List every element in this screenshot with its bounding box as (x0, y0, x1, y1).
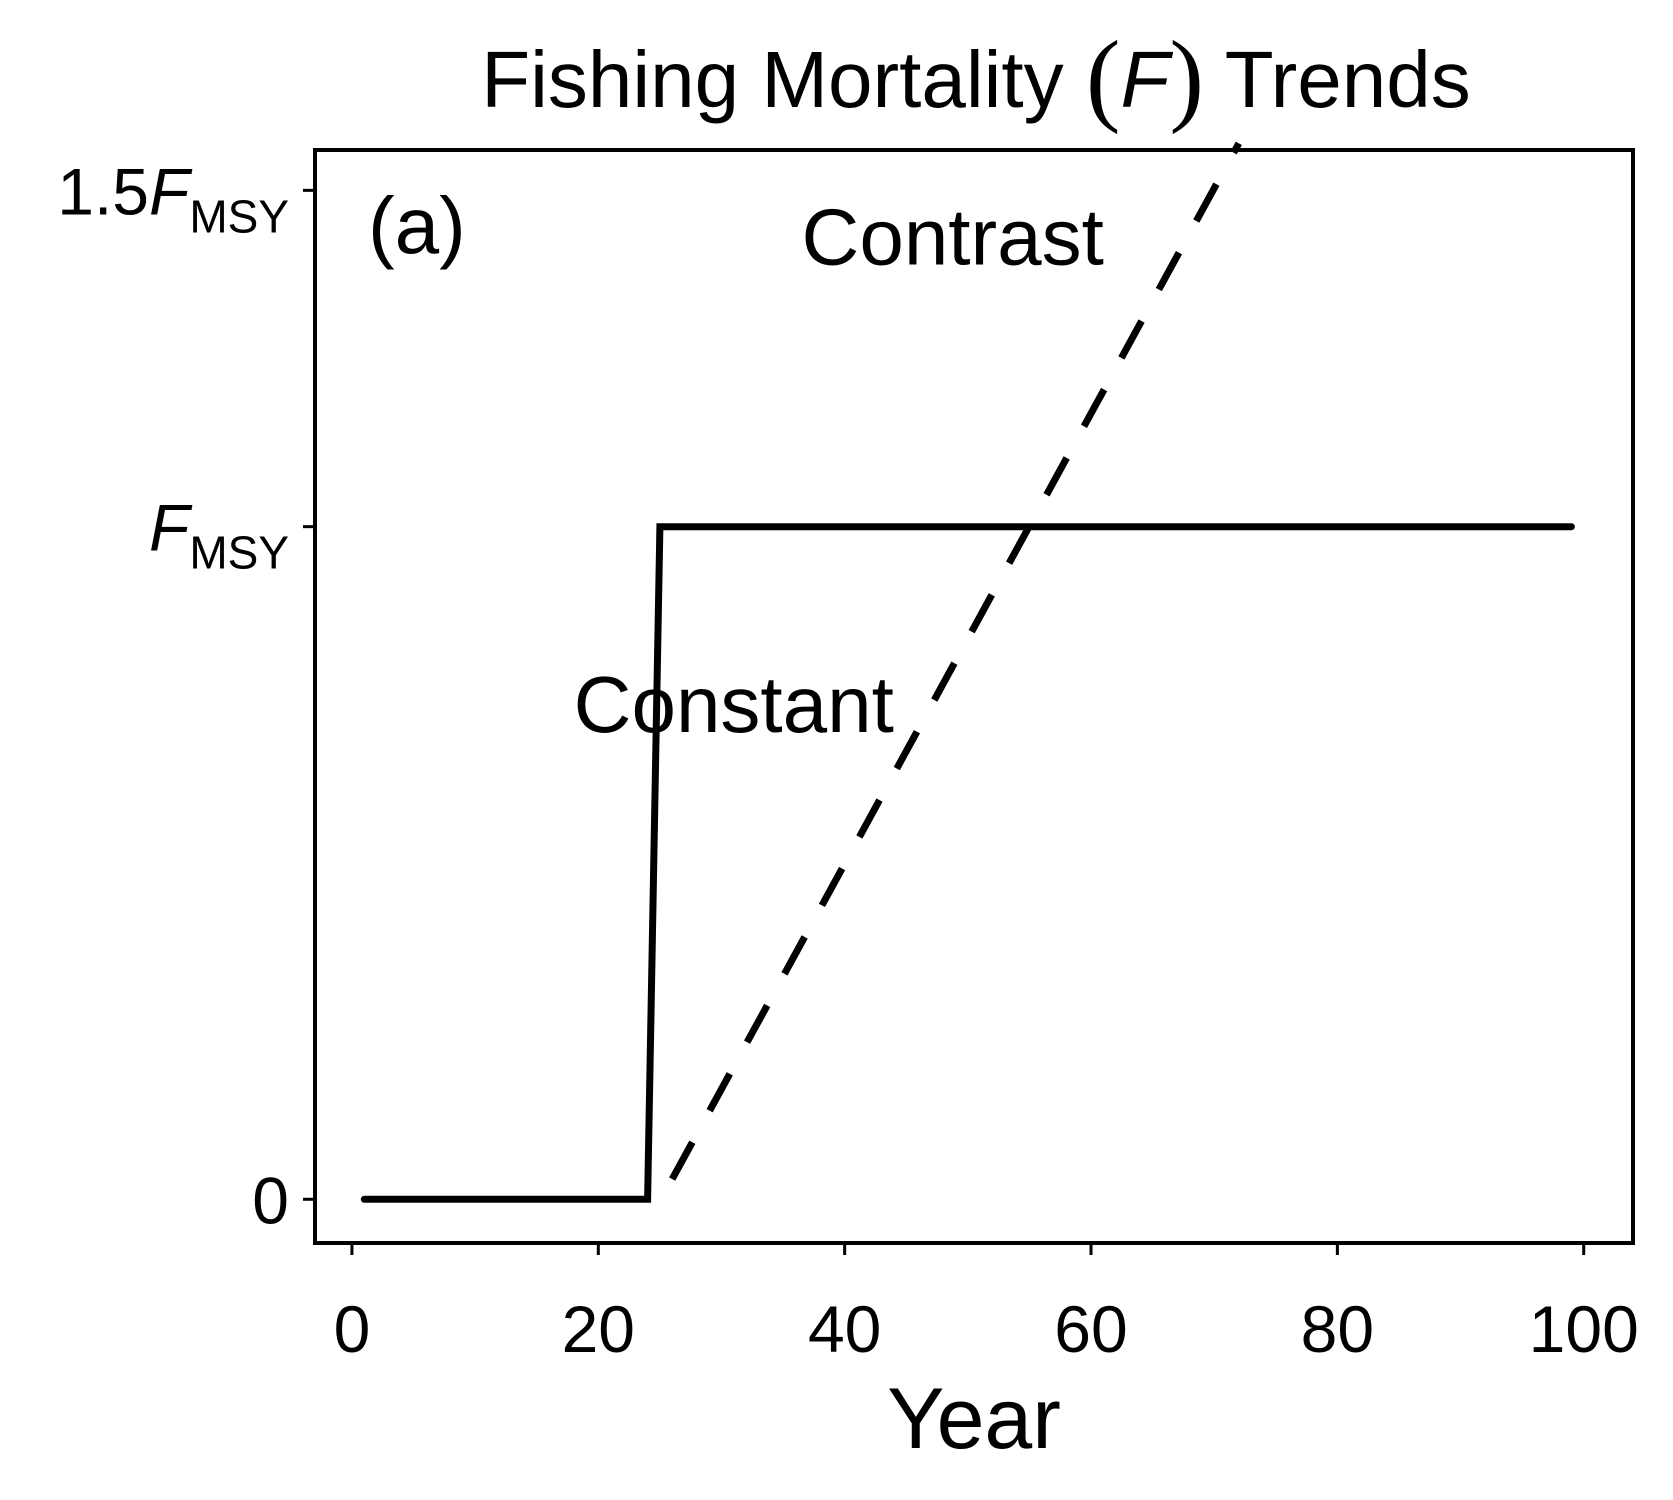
panel-label: (a) (368, 181, 466, 270)
series-annotation: Constant (574, 660, 894, 749)
x-tick-label: 100 (1529, 1292, 1639, 1366)
annotation-layer: Contrast Constant (574, 192, 1104, 748)
x-tick-label: 20 (562, 1292, 635, 1366)
series-line-contrast (669, 141, 1242, 1181)
chart-title-suffix: Trends (1204, 35, 1471, 124)
series-line-constant (360, 523, 1575, 1203)
x-axis: 0 20 40 60 80 100 (334, 1243, 1639, 1366)
x-tick-label: 80 (1301, 1292, 1374, 1366)
chart-title: Fishing Mortality (F) Trends (481, 20, 1471, 135)
y-tick-label: 1.5FMSY (57, 154, 289, 242)
x-tick-label: 60 (1054, 1292, 1127, 1366)
chart-title-prefix: Fishing Mortality (481, 35, 1086, 124)
x-axis-title: Year (887, 1371, 1061, 1467)
series-annotation: Contrast (802, 192, 1104, 281)
series-layer (360, 141, 1575, 1203)
chart-title-open-paren: ( (1086, 20, 1121, 135)
x-tick-label: 40 (808, 1292, 881, 1366)
y-tick-label: FMSY (149, 491, 289, 579)
y-axis: 0 FMSY 1.5FMSY (57, 154, 315, 1237)
x-tick-label: 0 (334, 1292, 371, 1366)
plot-frame (313, 148, 1635, 1245)
chart-title-symbol: F (1120, 35, 1173, 124)
y-tick-label: 0 (252, 1163, 289, 1237)
chart-title-close-paren: ) (1169, 20, 1204, 135)
